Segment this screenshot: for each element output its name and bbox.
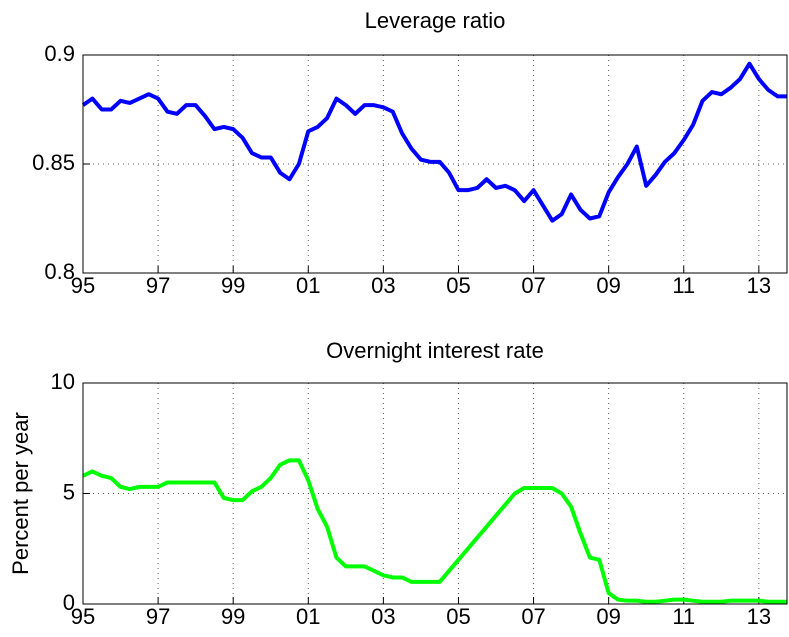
y-tick-label: 0 — [63, 590, 75, 615]
plot-frame — [82, 54, 788, 274]
y-tick-label: 0.9 — [44, 41, 75, 66]
x-tick-label: 11 — [672, 604, 695, 629]
x-tick-label: 01 — [296, 273, 320, 298]
x-tick-label: 05 — [446, 604, 470, 629]
x-tick-label: 13 — [747, 273, 771, 298]
plot-frame — [82, 382, 788, 605]
x-tick-label: 97 — [146, 604, 170, 629]
x-tick-label: 95 — [71, 273, 95, 298]
x-tick-label: 09 — [596, 604, 620, 629]
y-tick-label: 10 — [51, 369, 75, 394]
x-tick-label: 99 — [221, 604, 245, 629]
x-tick-label: 13 — [747, 604, 771, 629]
chart-title: Leverage ratio — [365, 8, 506, 33]
x-tick-label: 09 — [596, 273, 620, 298]
plot-area — [83, 55, 787, 273]
data-line — [81, 61, 787, 223]
x-tick-label: 07 — [521, 604, 545, 629]
x-tick-label: 11 — [672, 273, 695, 298]
y-axis-label: Percent per year — [8, 412, 33, 575]
x-tick-label: 03 — [371, 604, 395, 629]
x-tick-label: 03 — [371, 273, 395, 298]
data-line — [82, 458, 787, 604]
x-tick-label: 07 — [521, 273, 545, 298]
chart-title: Overnight interest rate — [326, 338, 544, 363]
plot-area — [83, 383, 787, 604]
x-tick-label: 99 — [221, 273, 245, 298]
x-tick-label: 05 — [446, 273, 470, 298]
y-tick-label: 0.85 — [32, 150, 75, 175]
x-tick-label: 95 — [71, 604, 95, 629]
y-tick-label: 5 — [63, 479, 75, 504]
x-tick-label: 01 — [296, 604, 320, 629]
y-tick-label: 0.8 — [44, 259, 75, 284]
x-tick-label: 97 — [146, 273, 170, 298]
